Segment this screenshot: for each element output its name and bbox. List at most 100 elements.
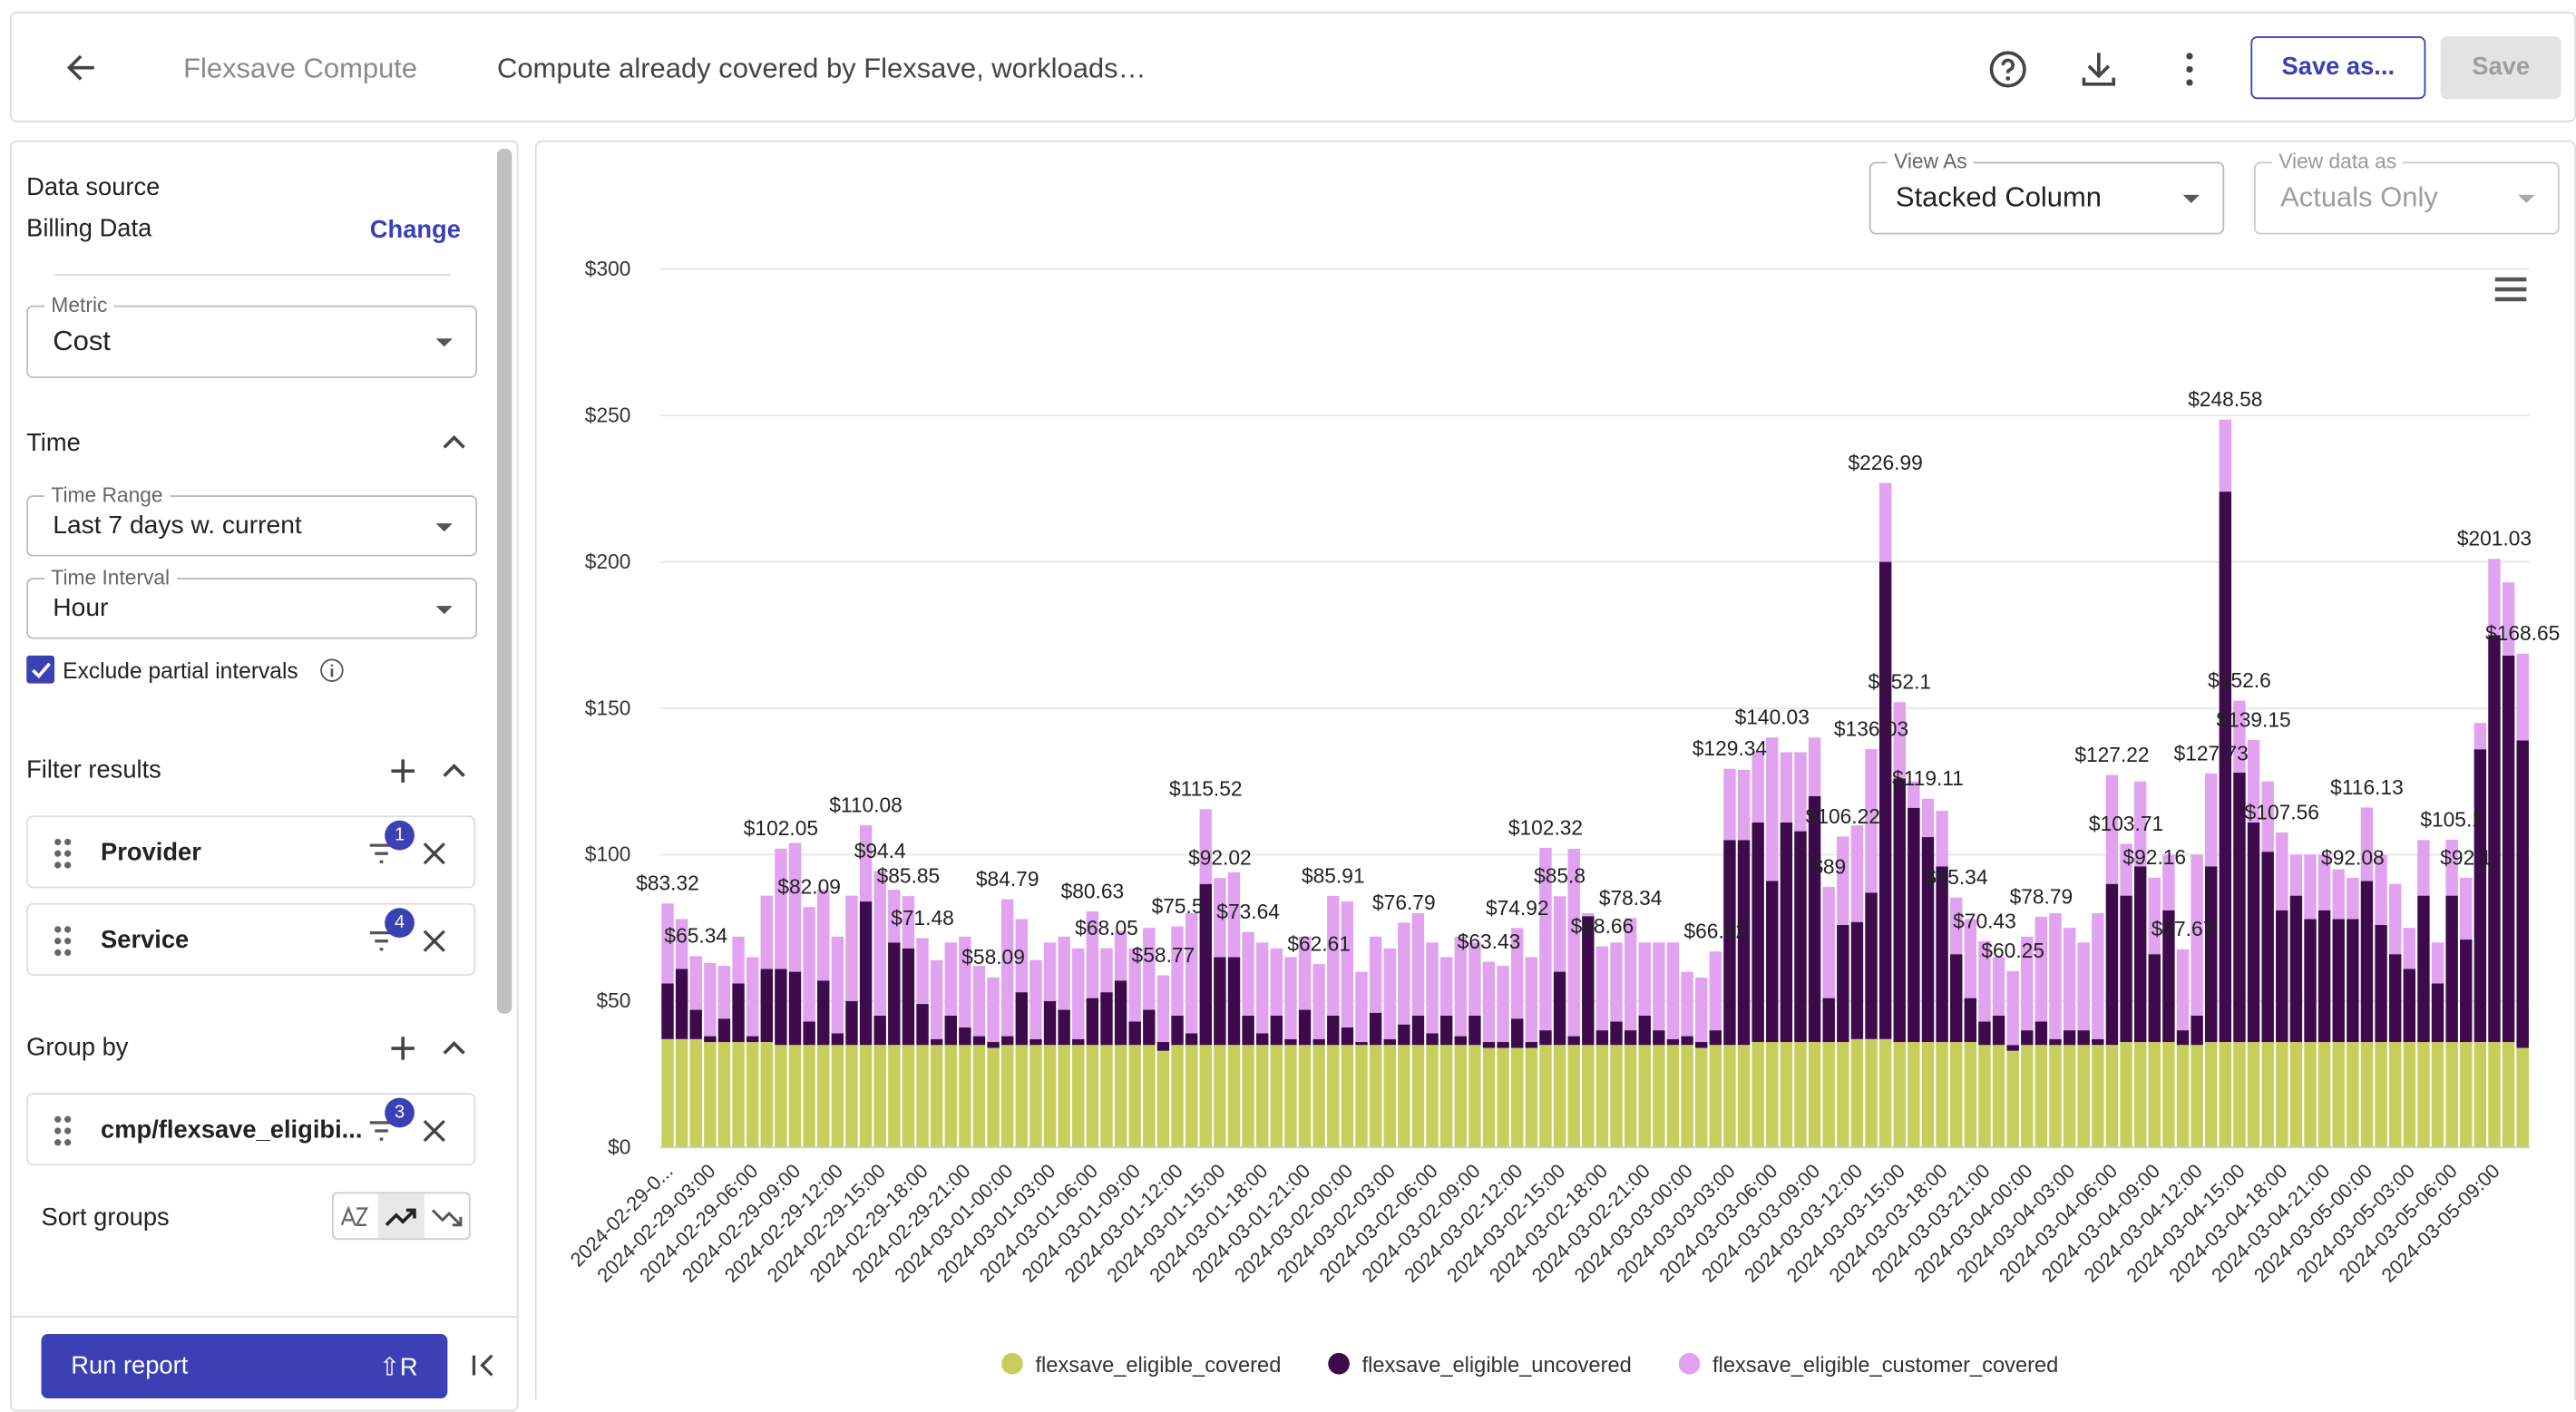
collapse-icon[interactable]: [441, 433, 467, 453]
bar-segment: [2403, 969, 2416, 1043]
bar-segment: [2445, 895, 2458, 1043]
bar-segment: [732, 983, 745, 1043]
add-group[interactable]: [388, 1034, 418, 1064]
bar-segment: [746, 1036, 759, 1043]
bar-segment: [1128, 948, 1141, 1022]
report-name[interactable]: Flexsave Compute: [183, 53, 418, 84]
change-link[interactable]: Change: [369, 216, 461, 245]
bar-segment: [1582, 916, 1595, 1046]
bar-segment: [1312, 1038, 1325, 1046]
bar-segment: [1766, 881, 1779, 1043]
y-tick-label: $100: [585, 842, 631, 866]
drag-handle[interactable]: [53, 924, 73, 957]
chip[interactable]: cmp/flexsave_eligibi... 3: [26, 1093, 476, 1166]
total-label: $78.34: [1599, 886, 1663, 910]
sort-asc-icon[interactable]: [385, 1208, 416, 1227]
bar-segment: [1171, 926, 1184, 1016]
time-range-select[interactable]: Time Range Last 7 days w. current: [26, 483, 478, 557]
sort-desc-icon[interactable]: [431, 1209, 463, 1227]
save-button[interactable]: Save: [2440, 36, 2561, 100]
bar-segment: [1822, 998, 1835, 1043]
remove-icon[interactable]: [421, 841, 447, 867]
help-q: [2001, 58, 2015, 73]
chart-menu[interactable]: [2494, 277, 2527, 302]
legend-item[interactable]: flexsave_eligible_covered: [1001, 1352, 1281, 1378]
bar-segment: [1850, 825, 1864, 922]
sort-alpha-icon[interactable]: [340, 1205, 369, 1226]
bar-segment: [1086, 910, 1099, 998]
bar-segment: [1595, 1045, 1609, 1148]
bar-segment: [1355, 971, 1368, 1043]
legend-label: flexsave_eligible_customer_covered: [1712, 1354, 2058, 1378]
bar-segment: [2049, 1038, 2062, 1046]
bar-segment: [1000, 899, 1014, 1037]
bar-segment: [2502, 655, 2515, 1043]
total-label: $85.85: [877, 864, 941, 888]
bar-segment: [2403, 928, 2416, 969]
bar-segment: [930, 1038, 943, 1046]
y-tick-label: $0: [608, 1135, 630, 1159]
more-icon[interactable]: [2168, 48, 2210, 91]
add-filter[interactable]: [388, 756, 418, 786]
bar-segment: [987, 1042, 1000, 1048]
info-icon[interactable]: [318, 657, 345, 684]
bar-segment: [803, 1045, 815, 1148]
bar-segment: [1610, 1045, 1623, 1148]
collapse-icon[interactable]: [441, 1038, 467, 1058]
bar-segment: [959, 1027, 971, 1046]
total-label: $92.16: [2122, 845, 2186, 869]
bar-segment: [661, 983, 674, 1039]
view-data-select[interactable]: View data as Actuals Only: [2253, 150, 2560, 235]
bar-segment: [2431, 1042, 2444, 1148]
bar-segment: [2191, 1015, 2203, 1046]
total-label: $106.22: [1806, 804, 1880, 828]
legend-item[interactable]: flexsave_eligible_uncovered: [1328, 1352, 1632, 1378]
bar-segment: [2021, 1030, 2034, 1046]
save-as-button[interactable]: Save as...: [2250, 36, 2426, 100]
divider: [11, 1315, 517, 1318]
bar-segment: [1114, 1045, 1127, 1148]
remove-icon[interactable]: [421, 928, 447, 954]
run-report-button[interactable]: Run report ⇧R: [41, 1333, 448, 1398]
bar-segment: [1751, 752, 1764, 823]
chip[interactable]: Provider 1: [26, 815, 476, 889]
bar-segment: [1214, 1045, 1226, 1148]
collapse-icon[interactable]: [441, 761, 467, 781]
total-label: $63.43: [1458, 930, 1521, 953]
total-label: $65.34: [664, 924, 727, 948]
legend-item[interactable]: flexsave_eligible_customer_covered: [1678, 1352, 2059, 1378]
back-button[interactable]: [61, 46, 103, 89]
bar-segment: [1567, 1036, 1580, 1046]
total-label: $80.63: [1061, 879, 1125, 902]
metric-select[interactable]: Metric Cost: [26, 294, 478, 378]
bar-segment: [2034, 1021, 2048, 1046]
bar-segment: [972, 1036, 986, 1046]
report-description[interactable]: Compute already covered by Flexsave, wor…: [496, 53, 1147, 84]
back-arrow: [66, 54, 94, 81]
total-label: $74.92: [1486, 896, 1549, 920]
bar-segment: [1653, 1045, 1665, 1148]
bar-segment: [1582, 912, 1595, 917]
checkbox[interactable]: [26, 655, 56, 686]
bar-segment: [1312, 964, 1325, 1039]
help-dot: [2005, 76, 2011, 81]
remove-icon[interactable]: [421, 1117, 447, 1144]
bar-segment: [1256, 942, 1269, 1034]
bar-segment: [2431, 983, 2444, 1043]
drag-handle[interactable]: [53, 1115, 73, 1147]
scrollbar[interactable]: [496, 148, 512, 1014]
time-interval-select[interactable]: Time Interval Hour: [26, 566, 478, 639]
drag-handle[interactable]: [53, 837, 73, 870]
help-icon[interactable]: [1986, 48, 2029, 91]
collapse-sidebar[interactable]: [469, 1350, 499, 1380]
chip[interactable]: Service 4: [26, 902, 476, 976]
sort-toggle[interactable]: [331, 1192, 471, 1242]
view-as-select[interactable]: View As Stacked Column: [1869, 150, 2225, 235]
bar-segment: [1539, 1030, 1552, 1046]
bar-segment: [788, 971, 802, 1046]
bar-segment: [2077, 1030, 2090, 1046]
bar-segment: [1525, 1042, 1538, 1048]
download-icon[interactable]: [2077, 48, 2120, 91]
bar-segment: [1426, 1033, 1439, 1046]
count-badge: 1: [385, 820, 415, 851]
